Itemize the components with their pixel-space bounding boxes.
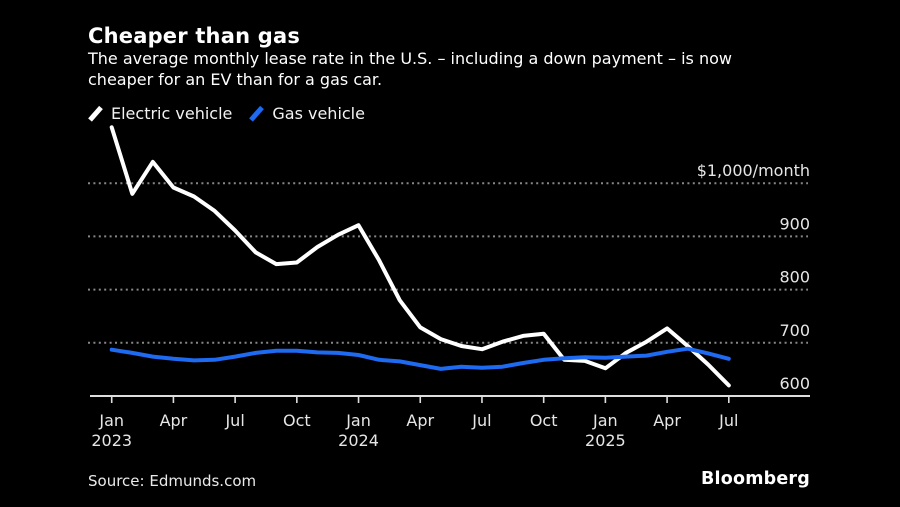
electric-vehicle-line (109, 125, 731, 388)
gas-vehicle-swatch-slash-icon (249, 105, 265, 122)
y-tick-label-1000: $1,000/month (697, 161, 810, 180)
x-tick-year-label: 2024 (338, 431, 379, 450)
x-tick-label: Apr (160, 411, 188, 430)
legend-label-electric-vehicle: Electric vehicle (111, 104, 233, 123)
x-tick-label: Jan (98, 411, 124, 430)
x-tick-label: Jan (592, 411, 618, 430)
x-tick-label: Jul (718, 411, 738, 430)
chart-subtitle-line2: cheaper for an EV than for a gas car. (88, 69, 383, 89)
x-tick-year-label: 2023 (91, 431, 132, 450)
y-tick-label-700: 700 (779, 321, 810, 340)
electric-vehicle-swatch-slash-icon (88, 105, 103, 122)
chart-subtitle-line1: The average monthly lease rate in the U.… (88, 49, 732, 68)
x-tick-label: Oct (530, 411, 558, 430)
y-tick-label-600: 600 (779, 374, 810, 393)
x-tick-label: Oct (283, 411, 311, 430)
chart-title: Cheaper than gas (88, 24, 301, 48)
bloomberg-logo: Bloomberg (701, 469, 810, 489)
chart-legend: Electric vehicle Gas vehicle (87, 104, 365, 123)
x-tick-label: Jul (471, 411, 491, 430)
x-tick-label: Jan (345, 411, 371, 430)
gas-vehicle-line (109, 346, 731, 371)
x-tick-label: Jul (224, 411, 244, 430)
source-credit: Source: Edmunds.com (88, 472, 257, 490)
legend-label-gas-vehicle: Gas vehicle (272, 104, 365, 123)
y-tick-label-900: 900 (779, 214, 810, 233)
x-tick-label: Apr (653, 411, 681, 430)
chart-subtitle: The average monthly lease rate in the U.… (88, 49, 732, 90)
x-tick-year-label: 2025 (585, 431, 626, 450)
x-tick-label: Apr (406, 411, 434, 430)
y-tick-label-800: 800 (779, 268, 810, 287)
